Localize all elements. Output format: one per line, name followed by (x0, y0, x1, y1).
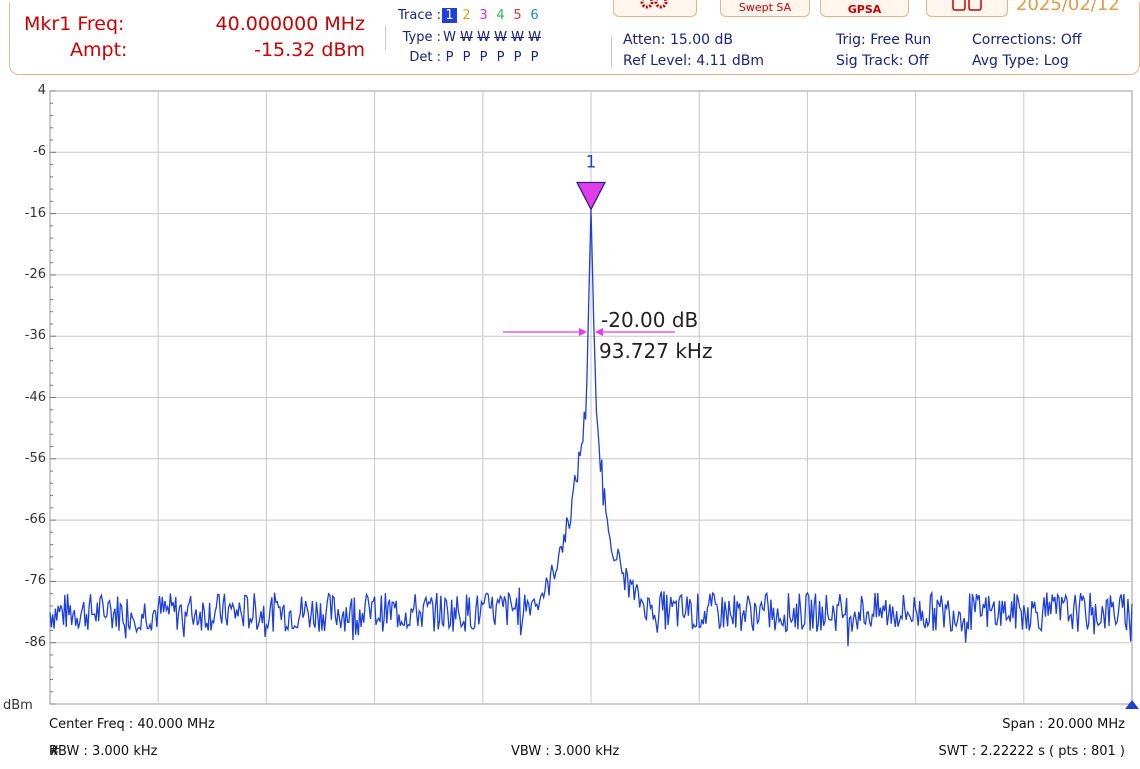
trace-5-number[interactable]: 5 (513, 8, 522, 23)
rbw-text: RBW : 3.000 kHz (49, 744, 158, 759)
marker-ampt-value[interactable]: -15.32 dBm (254, 39, 365, 61)
signal-track-readout[interactable]: Sig Track: Off (836, 53, 929, 69)
dual-window-icon (952, 0, 982, 11)
marker-1-triangle[interactable] (576, 181, 606, 211)
trace-5-detector[interactable]: P (513, 50, 522, 65)
vbw-readout[interactable]: VBW : 3.000 kHz (511, 744, 620, 759)
bw-right-arrowhead (595, 328, 603, 337)
gears-icon (640, 0, 668, 9)
y-tick-label: 4 (37, 83, 46, 98)
ref-level-readout[interactable]: Ref Level: 4.11 dBm (623, 53, 764, 69)
mode-button-label: Swept SA (738, 1, 792, 14)
span-readout[interactable]: Span : 20.000 MHz (1002, 717, 1125, 732)
trace-2-number[interactable]: 2 (462, 8, 471, 23)
trace-4-number[interactable]: 4 (496, 8, 505, 23)
app-button-label: GPSA (847, 3, 882, 16)
y-tick-label: -6 (33, 144, 46, 160)
trace-1-type[interactable]: W (443, 30, 456, 45)
y-tick-label: -16 (24, 205, 46, 221)
trace-2-type[interactable]: W (460, 30, 473, 45)
det-label: Det : (409, 50, 441, 65)
y-tick-label: -86 (24, 634, 46, 650)
avg-type-readout[interactable]: Avg Type: Log (972, 53, 1069, 69)
y-tick-label: -36 (24, 328, 46, 344)
rbw-coupled-indicator: # (49, 744, 60, 759)
marker-freq-value[interactable]: 40.000000 MHz (215, 13, 365, 35)
y-unit-label: dBm (3, 698, 33, 713)
trace-6-detector[interactable]: P (530, 50, 539, 65)
divider (385, 26, 386, 50)
trace-5-type[interactable]: W (511, 30, 524, 45)
center-freq-readout[interactable]: Center Freq : 40.000 MHz (49, 717, 215, 732)
atten-readout[interactable]: Atten: 15.00 dB (623, 32, 733, 48)
swt-readout[interactable]: SWT : 2.22222 s ( pts : 801 ) (938, 744, 1125, 759)
offscreen-indicator-icon (1125, 700, 1139, 709)
marker-ampt-label: Ampt: (70, 39, 128, 61)
trace-3-number[interactable]: 3 (479, 8, 488, 23)
trace-1-number[interactable]: 1 (441, 8, 458, 23)
type-label: Type : (402, 30, 441, 45)
bw-left-arrowhead (579, 328, 587, 337)
marker-freq-label: Mkr1 Freq: (24, 13, 125, 35)
settings-button[interactable] (613, 0, 697, 17)
bw-db-label: -20.00 dB (601, 308, 698, 332)
app-gpsa-button[interactable]: GPSA (820, 0, 909, 17)
y-tick-label: -76 (24, 573, 46, 589)
y-tick-label: -46 (24, 389, 46, 405)
y-tick-label: -56 (24, 450, 46, 466)
date-display: 2025/02/12 (1016, 0, 1120, 15)
trace-6-type[interactable]: W (528, 30, 541, 45)
corrections-readout[interactable]: Corrections: Off (972, 32, 1082, 48)
trace-1-detector[interactable]: P (445, 50, 454, 65)
trace-4-type[interactable]: W (494, 30, 507, 45)
y-tick-label: -66 (24, 512, 46, 528)
trace-label: Trace : (398, 8, 441, 23)
marker-1-label: 1 (586, 152, 597, 172)
trigger-readout[interactable]: Trig: Free Run (836, 32, 932, 48)
y-tick-label: -26 (24, 266, 46, 282)
divider (611, 36, 612, 68)
trace-6-number[interactable]: 6 (530, 8, 539, 23)
trace-3-type[interactable]: W (477, 30, 490, 45)
trace-2-detector[interactable]: P (462, 50, 471, 65)
trace-3-detector[interactable]: P (479, 50, 488, 65)
window-layout-button[interactable] (926, 0, 1008, 17)
trace-4-detector[interactable]: P (496, 50, 505, 65)
mode-swept-sa-button[interactable]: Swept SA (720, 0, 810, 17)
bw-value-label: 93.727 kHz (599, 339, 712, 363)
